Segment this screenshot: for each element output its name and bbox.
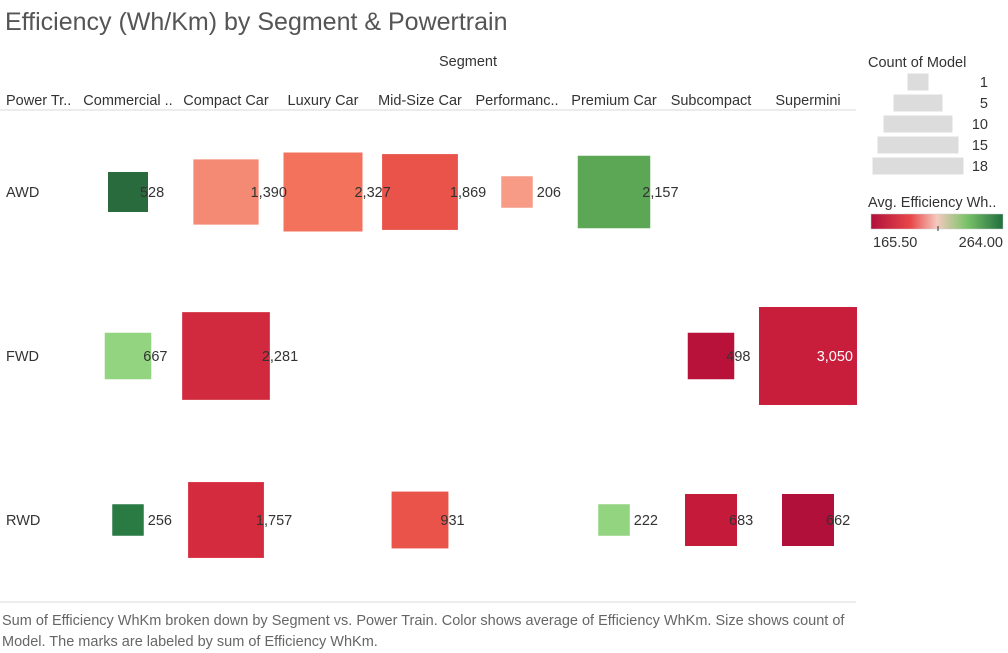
- mark-labels: 528 1,390 2,327 1,869 206 2,157 667 2,281 498 3,0…: [140, 185, 853, 529]
- column-label-mid-size-car: Mid-Size Car: [378, 93, 462, 109]
- mark-label-awd-commercial: 528: [140, 185, 164, 201]
- column-label-subcompact: Subcompact: [671, 93, 752, 109]
- mark-label-rwd-compact-car: 1,757: [256, 513, 292, 529]
- mark-label-awd-compact-car: 1,390: [251, 185, 287, 201]
- color-legend-min: 165.50: [873, 235, 917, 251]
- color-legend-title: Avg. Efficiency Wh..: [868, 195, 996, 211]
- size-legend-label-5: 5: [980, 96, 988, 112]
- chart-caption: Sum of Efficiency WhKm broken down by Se…: [2, 613, 845, 650]
- size-legend-mark-1: [906, 72, 930, 92]
- marks[interactable]: [104, 152, 857, 558]
- mark-awd-performanc[interactable]: [501, 176, 533, 208]
- size-legend-label-18: 18: [972, 159, 988, 175]
- column-label-premium-car: Premium Car: [571, 93, 657, 109]
- size-legend-mark-18: [871, 156, 965, 176]
- size-legend-label-1: 1: [980, 75, 988, 91]
- chart-title: Efficiency (Wh/Km) by Segment & Powertra…: [5, 8, 508, 36]
- column-label-compact-car: Compact Car: [183, 93, 269, 109]
- column-label-commercial: Commercial ..: [83, 93, 172, 109]
- mark-label-rwd-subcompact: 683: [729, 513, 753, 529]
- row-label-fwd: FWD: [6, 349, 39, 365]
- size-legend-label-15: 15: [972, 138, 988, 154]
- row-labels: AWD FWD RWD: [6, 185, 40, 529]
- column-label-supermini: Supermini: [775, 93, 840, 109]
- mark-fwd-subcompact[interactable]: [687, 332, 735, 380]
- mark-rwd-supermini[interactable]: [782, 494, 834, 546]
- mark-label-rwd-commercial: 256: [148, 513, 172, 529]
- size-legend-mark-15: [876, 135, 960, 155]
- mark-rwd-subcompact[interactable]: [685, 494, 737, 546]
- row-header: Power Tr..: [6, 93, 71, 109]
- mark-label-awd-luxury-car: 2,327: [354, 185, 390, 201]
- mark-label-fwd-subcompact: 498: [726, 349, 750, 365]
- mark-label-rwd-mid-size-car: 931: [440, 513, 464, 529]
- column-label-luxury-car: Luxury Car: [288, 93, 359, 109]
- size-legend-mark-10: [882, 114, 954, 134]
- size-legend-label-10: 10: [972, 117, 988, 133]
- mark-label-fwd-commercial: 667: [143, 349, 167, 365]
- row-label-rwd: RWD: [6, 513, 40, 529]
- mark-rwd-premium-car[interactable]: [598, 504, 630, 536]
- mark-label-rwd-supermini: 662: [826, 513, 850, 529]
- mark-awd-mid-size-car[interactable]: [382, 154, 458, 230]
- mark-awd-compact-car[interactable]: [193, 159, 259, 225]
- mark-fwd-supermini[interactable]: [759, 307, 857, 405]
- row-label-awd: AWD: [6, 185, 39, 201]
- mark-label-rwd-premium-car: 222: [634, 513, 658, 529]
- mark-label-fwd-supermini: 3,050: [817, 349, 853, 365]
- mark-awd-luxury-car[interactable]: [283, 152, 363, 232]
- mark-label-awd-performanc: 206: [537, 185, 561, 201]
- column-label-performanc: Performanc..: [476, 93, 559, 109]
- mark-fwd-commercial[interactable]: [104, 332, 152, 380]
- column-labels: Commercial .. Compact Car Luxury Car Mid-Si…: [83, 93, 840, 109]
- color-legend-gradient[interactable]: [870, 213, 1004, 230]
- column-header: Segment: [439, 54, 497, 70]
- mark-awd-premium-car[interactable]: [577, 155, 651, 229]
- size-legend-title: Count of Model: [868, 55, 966, 71]
- mark-rwd-compact-car[interactable]: [188, 482, 264, 558]
- mark-rwd-commercial[interactable]: [112, 504, 144, 536]
- mark-rwd-mid-size-car[interactable]: [391, 491, 449, 549]
- mark-label-awd-mid-size-car: 1,869: [450, 185, 486, 201]
- mark-awd-commercial[interactable]: [108, 172, 148, 212]
- size-legend-mark-5: [892, 93, 944, 113]
- mark-fwd-compact-car[interactable]: [182, 312, 270, 400]
- mark-label-awd-premium-car: 2,157: [642, 185, 678, 201]
- color-legend-max: 264.00: [959, 235, 1003, 251]
- mark-label-fwd-compact-car: 2,281: [262, 349, 298, 365]
